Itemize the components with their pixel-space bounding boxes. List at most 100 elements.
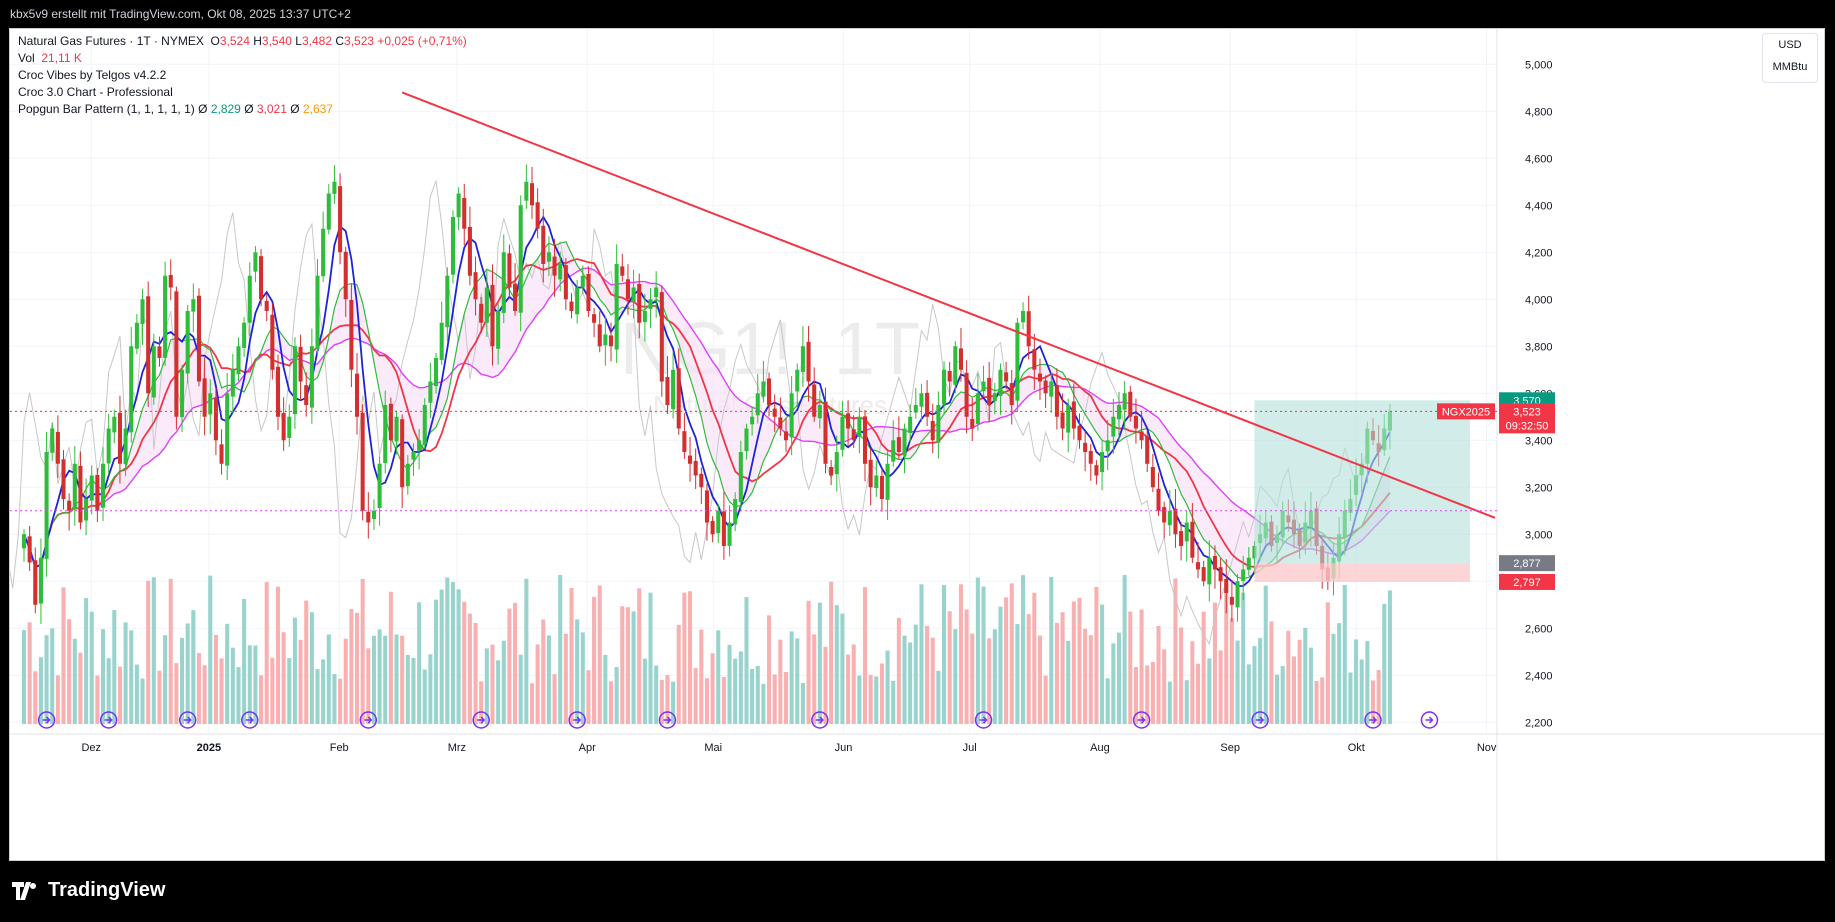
candle-body: [659, 292, 664, 382]
candle-body: [1037, 373, 1043, 382]
volume-bar: [1032, 592, 1037, 724]
indicator-croc-vibes[interactable]: Croc Vibes by Telgos v4.2.2: [18, 68, 167, 82]
candle-body: [744, 428, 749, 452]
candle-body: [21, 534, 27, 549]
candle-body: [879, 476, 884, 499]
price-label-text: 3,523: [1513, 406, 1541, 418]
symbol-name[interactable]: Natural Gas Futures · 1T · NYMEX: [18, 34, 204, 48]
candle-body: [614, 264, 619, 350]
volume-bar: [456, 589, 461, 724]
candle-body: [496, 311, 501, 349]
volume-bar: [67, 619, 72, 724]
volume-bar: [134, 664, 139, 724]
candle-body: [840, 416, 845, 450]
candle-body: [1077, 425, 1082, 441]
replay-marker-arrow: [1137, 716, 1146, 724]
candle-body: [281, 413, 286, 441]
volume-bar: [552, 674, 557, 724]
volume-bar: [1252, 646, 1257, 724]
candle-body: [953, 346, 958, 385]
price-tick-label: 2,600: [1525, 623, 1553, 635]
volume-bar: [55, 675, 60, 724]
candle-body: [354, 373, 360, 417]
volume-bar: [919, 584, 924, 724]
volume-bar: [998, 606, 1003, 724]
volume-bar: [1370, 680, 1376, 724]
candle-body: [755, 393, 760, 416]
candle-body: [55, 431, 60, 464]
candle-body: [202, 378, 207, 417]
price-axis[interactable]: 5,0004,8004,6004,4004,2004,0003,8003,600…: [1525, 59, 1553, 729]
volume-bar: [50, 628, 55, 724]
currency-unit-button[interactable]: USD MMBtu: [1762, 33, 1818, 83]
volume-bar: [676, 624, 681, 724]
volume-bar: [1100, 604, 1105, 724]
volume-bar: [196, 653, 202, 724]
volume-bar: [682, 592, 687, 724]
volume-bar: [1314, 680, 1319, 724]
price-chart[interactable]: NG1!, 1T Natural Gas Futures 5,0004,8004…: [10, 29, 1825, 861]
volume-bar: [1224, 584, 1229, 724]
volume-bar: [891, 680, 896, 724]
volume-bar: [1145, 665, 1150, 724]
volume-bar: [1376, 670, 1381, 724]
blue-line: [23, 215, 1391, 587]
candle-body: [157, 346, 162, 358]
volume-bar: [354, 612, 360, 724]
candle-body: [1054, 385, 1059, 417]
candle-body: [1128, 391, 1133, 417]
volume-bar: [84, 598, 89, 724]
time-axis[interactable]: Dez 2025 Feb Mrz Apr Mai Jun Jul Aug Sep Okt Nov: [81, 742, 1496, 754]
candle-body: [767, 378, 772, 405]
volume-bar: [1229, 618, 1234, 724]
candle-body: [383, 405, 388, 464]
volume-bar: [405, 654, 410, 724]
volume-bar: [721, 676, 726, 724]
volume-bar: [185, 623, 190, 724]
price-tick-label: 3,200: [1525, 482, 1553, 494]
volume-bar: [687, 591, 693, 724]
trend-line[interactable]: [10, 91, 1497, 582]
time-tick-label: Apr: [579, 742, 596, 754]
candle-body: [1167, 510, 1172, 526]
indicator-popgun[interactable]: Popgun Bar Pattern (1, 1, 1, 1, 1) Ø 2,8…: [18, 102, 333, 116]
candle-body: [998, 369, 1003, 396]
time-tick-label: Aug: [1090, 742, 1110, 754]
candle-body: [851, 429, 856, 441]
candle-body: [1009, 383, 1014, 405]
candle-body: [936, 405, 941, 443]
price-tick-label: 4,000: [1525, 294, 1553, 306]
candle-body: [1100, 452, 1105, 473]
volume-bar: [1015, 624, 1020, 724]
volume-bar: [146, 580, 151, 724]
replay-marker-icon: [1132, 711, 1151, 729]
volume-bar: [1122, 575, 1127, 724]
brand-name: TradingView: [48, 879, 166, 901]
candle-body: [100, 463, 106, 508]
volume-bar: [1167, 681, 1172, 724]
candle-body: [1201, 567, 1206, 582]
volume-bar: [823, 646, 828, 724]
price-tick-label: 2,200: [1525, 717, 1553, 729]
candle-body: [778, 417, 783, 429]
volume-bar: [1359, 659, 1364, 724]
candle-body: [783, 431, 789, 441]
volume-bar: [1195, 663, 1201, 724]
volume-bar: [631, 611, 636, 724]
candle-body: [1122, 393, 1127, 410]
volume-bar: [400, 635, 405, 724]
candle-body: [422, 405, 427, 445]
candle-body: [716, 510, 721, 534]
candle-body: [575, 287, 580, 315]
volume-bar: [902, 635, 907, 724]
candle-body: [964, 372, 969, 417]
volume-bar: [1184, 680, 1189, 724]
tradingview-brand[interactable]: TradingView: [12, 879, 165, 902]
candle-body: [191, 299, 196, 312]
chart-frame[interactable]: NG1!, 1T Natural Gas Futures 5,0004,8004…: [9, 28, 1825, 861]
candle-body: [484, 287, 489, 323]
candle-body: [1229, 596, 1234, 605]
candle-body: [541, 225, 546, 264]
volume-bar: [434, 599, 439, 724]
indicator-croc-chart[interactable]: Croc 3.0 Chart - Professional: [18, 85, 173, 99]
